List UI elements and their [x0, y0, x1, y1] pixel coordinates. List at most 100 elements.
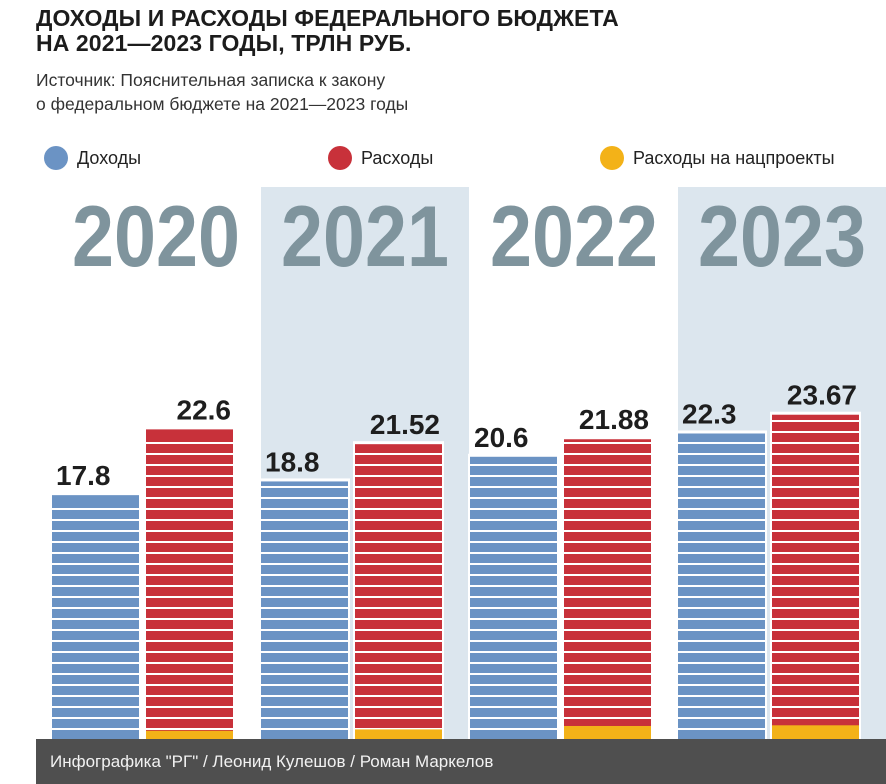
income-bar-2021-stripe: [261, 486, 348, 488]
income-bar-2022-stripe: [470, 596, 557, 598]
income-bar-2020-stripe: [52, 618, 139, 620]
income-bar-2021-stripe: [261, 519, 348, 521]
year-label-2023: 2023: [698, 189, 866, 285]
income-bar-2020-stripe: [52, 728, 139, 730]
income-bar-2021-stripe: [261, 508, 348, 510]
national-projects-bar-2020: [146, 730, 233, 739]
year-label-2020: 2020: [72, 189, 240, 285]
expense-bar-2020-fill: [146, 429, 233, 739]
expense-bar-2023-stripe: [772, 464, 859, 466]
expense-bar-2022-stripe: [564, 552, 651, 554]
income-bar-2021-stripe: [261, 684, 348, 686]
expense-bar-2022-stripe: [564, 640, 651, 642]
income-bar-2021-stripe: [261, 651, 348, 653]
income-bar-2020-stripe: [52, 541, 139, 543]
income-bar-2020-stripe: [52, 706, 139, 708]
expense-bar-2022-stripe: [564, 596, 651, 598]
expense-bar-2021-stripe: [355, 640, 442, 642]
income-bar-2022-stripe: [470, 541, 557, 543]
income-bar-2022-stripe: [470, 475, 557, 477]
expense-bar-2023: [772, 414, 859, 739]
expense-bar-2022-stripe: [564, 442, 651, 444]
chart-title-line-1: ДОХОДЫ И РАСХОДЫ ФЕДЕРАЛЬНОГО БЮДЖЕТА: [36, 5, 619, 31]
income-bar-2020-stripe: [52, 585, 139, 587]
expense-bar-2022-stripe: [564, 684, 651, 686]
income-bar-2022-stripe: [470, 629, 557, 631]
income-bar-2022-stripe: [470, 728, 557, 730]
expense-bar-2020-stripe: [146, 530, 233, 532]
expense-bar-2021-stripe: [355, 673, 442, 675]
expense-bar-2021-stripe: [355, 684, 442, 686]
expense-bar-2022-stripe: [564, 706, 651, 708]
income-bar-2023-stripe: [678, 695, 765, 697]
income-bar-2023-stripe: [678, 464, 765, 466]
expense-bar-2022-stripe: [564, 497, 651, 499]
income-bar-2022-stripe: [470, 607, 557, 609]
expense-bar-2023-stripe: [772, 563, 859, 565]
income-bar-2022-stripe: [470, 651, 557, 653]
expense-bar-2020-stripe: [146, 519, 233, 521]
expense-bar-2022-stripe: [564, 618, 651, 620]
expense-bar-2023-stripe: [772, 486, 859, 488]
expense-bar-2022-stripe: [564, 508, 651, 510]
expense-bar-2021-stripe: [355, 618, 442, 620]
income-bar-2022-stripe: [470, 640, 557, 642]
expense-bar-2023-stripe: [772, 618, 859, 620]
expense-bar-2021-stripe: [355, 662, 442, 664]
expense-bar-2021-stripe: [355, 464, 442, 466]
expense-bar-2021-stripe: [355, 717, 442, 719]
expense-bar-2021-stripe: [355, 728, 442, 730]
expense-bar-2021: [355, 444, 442, 739]
expense-bar-2023-stripe: [772, 585, 859, 587]
expense-bar-2021-fill: [355, 444, 442, 739]
expense-bar-2022-stripe: [564, 651, 651, 653]
national-projects-bar-2022: [564, 725, 651, 739]
income-bar-2021-stripe: [261, 574, 348, 576]
income-bar-2023-stripe: [678, 618, 765, 620]
expense-bar-2022-stripe: [564, 541, 651, 543]
expense-bar-2020-stripe: [146, 563, 233, 565]
income-bar-2023-stripe: [678, 651, 765, 653]
legend-label-national-projects: Расходы на нацпроекты: [633, 147, 835, 168]
income-bar-2020-stripe: [52, 552, 139, 554]
income-bar-2023-stripe: [678, 442, 765, 444]
expense-bar-2023-stripe: [772, 684, 859, 686]
expense-bar-2020-stripe: [146, 475, 233, 477]
expense-bar-2022-fill: [564, 439, 651, 739]
legend-item-income: Доходы: [44, 146, 141, 170]
expense-bar-2020-stripe: [146, 640, 233, 642]
expense-bar-2023-stripe: [772, 530, 859, 532]
expense-bar-2020-stripe: [146, 541, 233, 543]
expense-bar-2023-stripe: [772, 431, 859, 433]
income-bar-2020-stripe: [52, 695, 139, 697]
income-bar-2021-stripe: [261, 706, 348, 708]
income-bar-2023-stripe: [678, 519, 765, 521]
expense-bar-2020-stripe: [146, 574, 233, 576]
expense-bar-2020-stripe: [146, 717, 233, 719]
expense-bar-2022-stripe: [564, 585, 651, 587]
income-bar-2021: [261, 481, 348, 739]
income-bar-2020-stripe: [52, 673, 139, 675]
expense-bar-2020-stripe: [146, 684, 233, 686]
legend-item-expenses: Расходы: [328, 146, 433, 170]
income-bar-2023-stripe: [678, 629, 765, 631]
income-bar-2022-stripe: [470, 563, 557, 565]
income-bar-2021-stripe: [261, 662, 348, 664]
income-bar-2021-stripe: [261, 497, 348, 499]
source-line-2: о федеральном бюджете на 2021—2023 годы: [36, 94, 409, 114]
expense-bar-2022-stripe: [564, 574, 651, 576]
source-line-1: Источник: Пояснительная записка к закону: [36, 70, 386, 90]
income-bar-2021-stripe: [261, 717, 348, 719]
expense-bar-2021-stripe: [355, 695, 442, 697]
income-bar-2022-stripe: [470, 508, 557, 510]
expense-bar-2021-stripe: [355, 508, 442, 510]
income-bar-2020-stripe: [52, 596, 139, 598]
income-bar-2021-stripe: [261, 728, 348, 730]
expense-bar-2023-stripe: [772, 640, 859, 642]
expense-bar-2020-stripe: [146, 673, 233, 675]
expense-bar-2020-stripe: [146, 453, 233, 455]
income-bar-2022-stripe: [470, 585, 557, 587]
income-bar-2022-stripe: [470, 706, 557, 708]
income-bar-2020-stripe: [52, 651, 139, 653]
income-bar-2022-stripe: [470, 695, 557, 697]
